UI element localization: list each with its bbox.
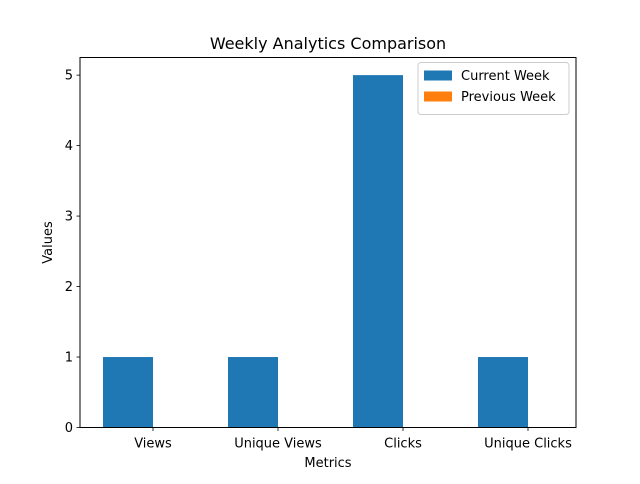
y-axis: 0 1 2 3 4 5	[65, 69, 80, 436]
plot-frame	[79, 57, 577, 428]
y-tick-label: 1	[65, 351, 73, 366]
legend-label: Previous Week	[461, 90, 556, 105]
legend-swatch	[424, 70, 452, 81]
x-tick-label: Views	[134, 437, 172, 452]
legend-swatch	[424, 91, 452, 102]
bar-current-week-views	[103, 357, 153, 428]
chart-title: Weekly Analytics Comparison	[210, 34, 446, 53]
y-tick-label: 2	[65, 280, 73, 295]
legend: Current Week Previous Week	[417, 62, 570, 115]
x-axis-label: Metrics	[304, 456, 351, 471]
y-axis-label: Values	[41, 221, 56, 264]
y-tick-label: 0	[65, 421, 73, 436]
bar-current-week-clicks	[353, 75, 403, 428]
bar-current-week-unique-clicks	[478, 357, 528, 428]
x-tick-label: Clicks	[384, 437, 422, 452]
legend-box	[417, 62, 570, 115]
x-tick-label: Unique Clicks	[484, 437, 572, 452]
bar-current-week-unique-views	[228, 357, 278, 428]
plot-area	[103, 75, 528, 428]
y-tick-label: 4	[65, 139, 73, 154]
y-tick-label: 5	[65, 69, 73, 84]
x-axis: Views Unique Views Clicks Unique Clicks	[134, 427, 572, 452]
x-tick-label: Unique Views	[234, 437, 322, 452]
legend-label: Current Week	[461, 69, 550, 84]
y-tick-label: 3	[65, 210, 73, 225]
